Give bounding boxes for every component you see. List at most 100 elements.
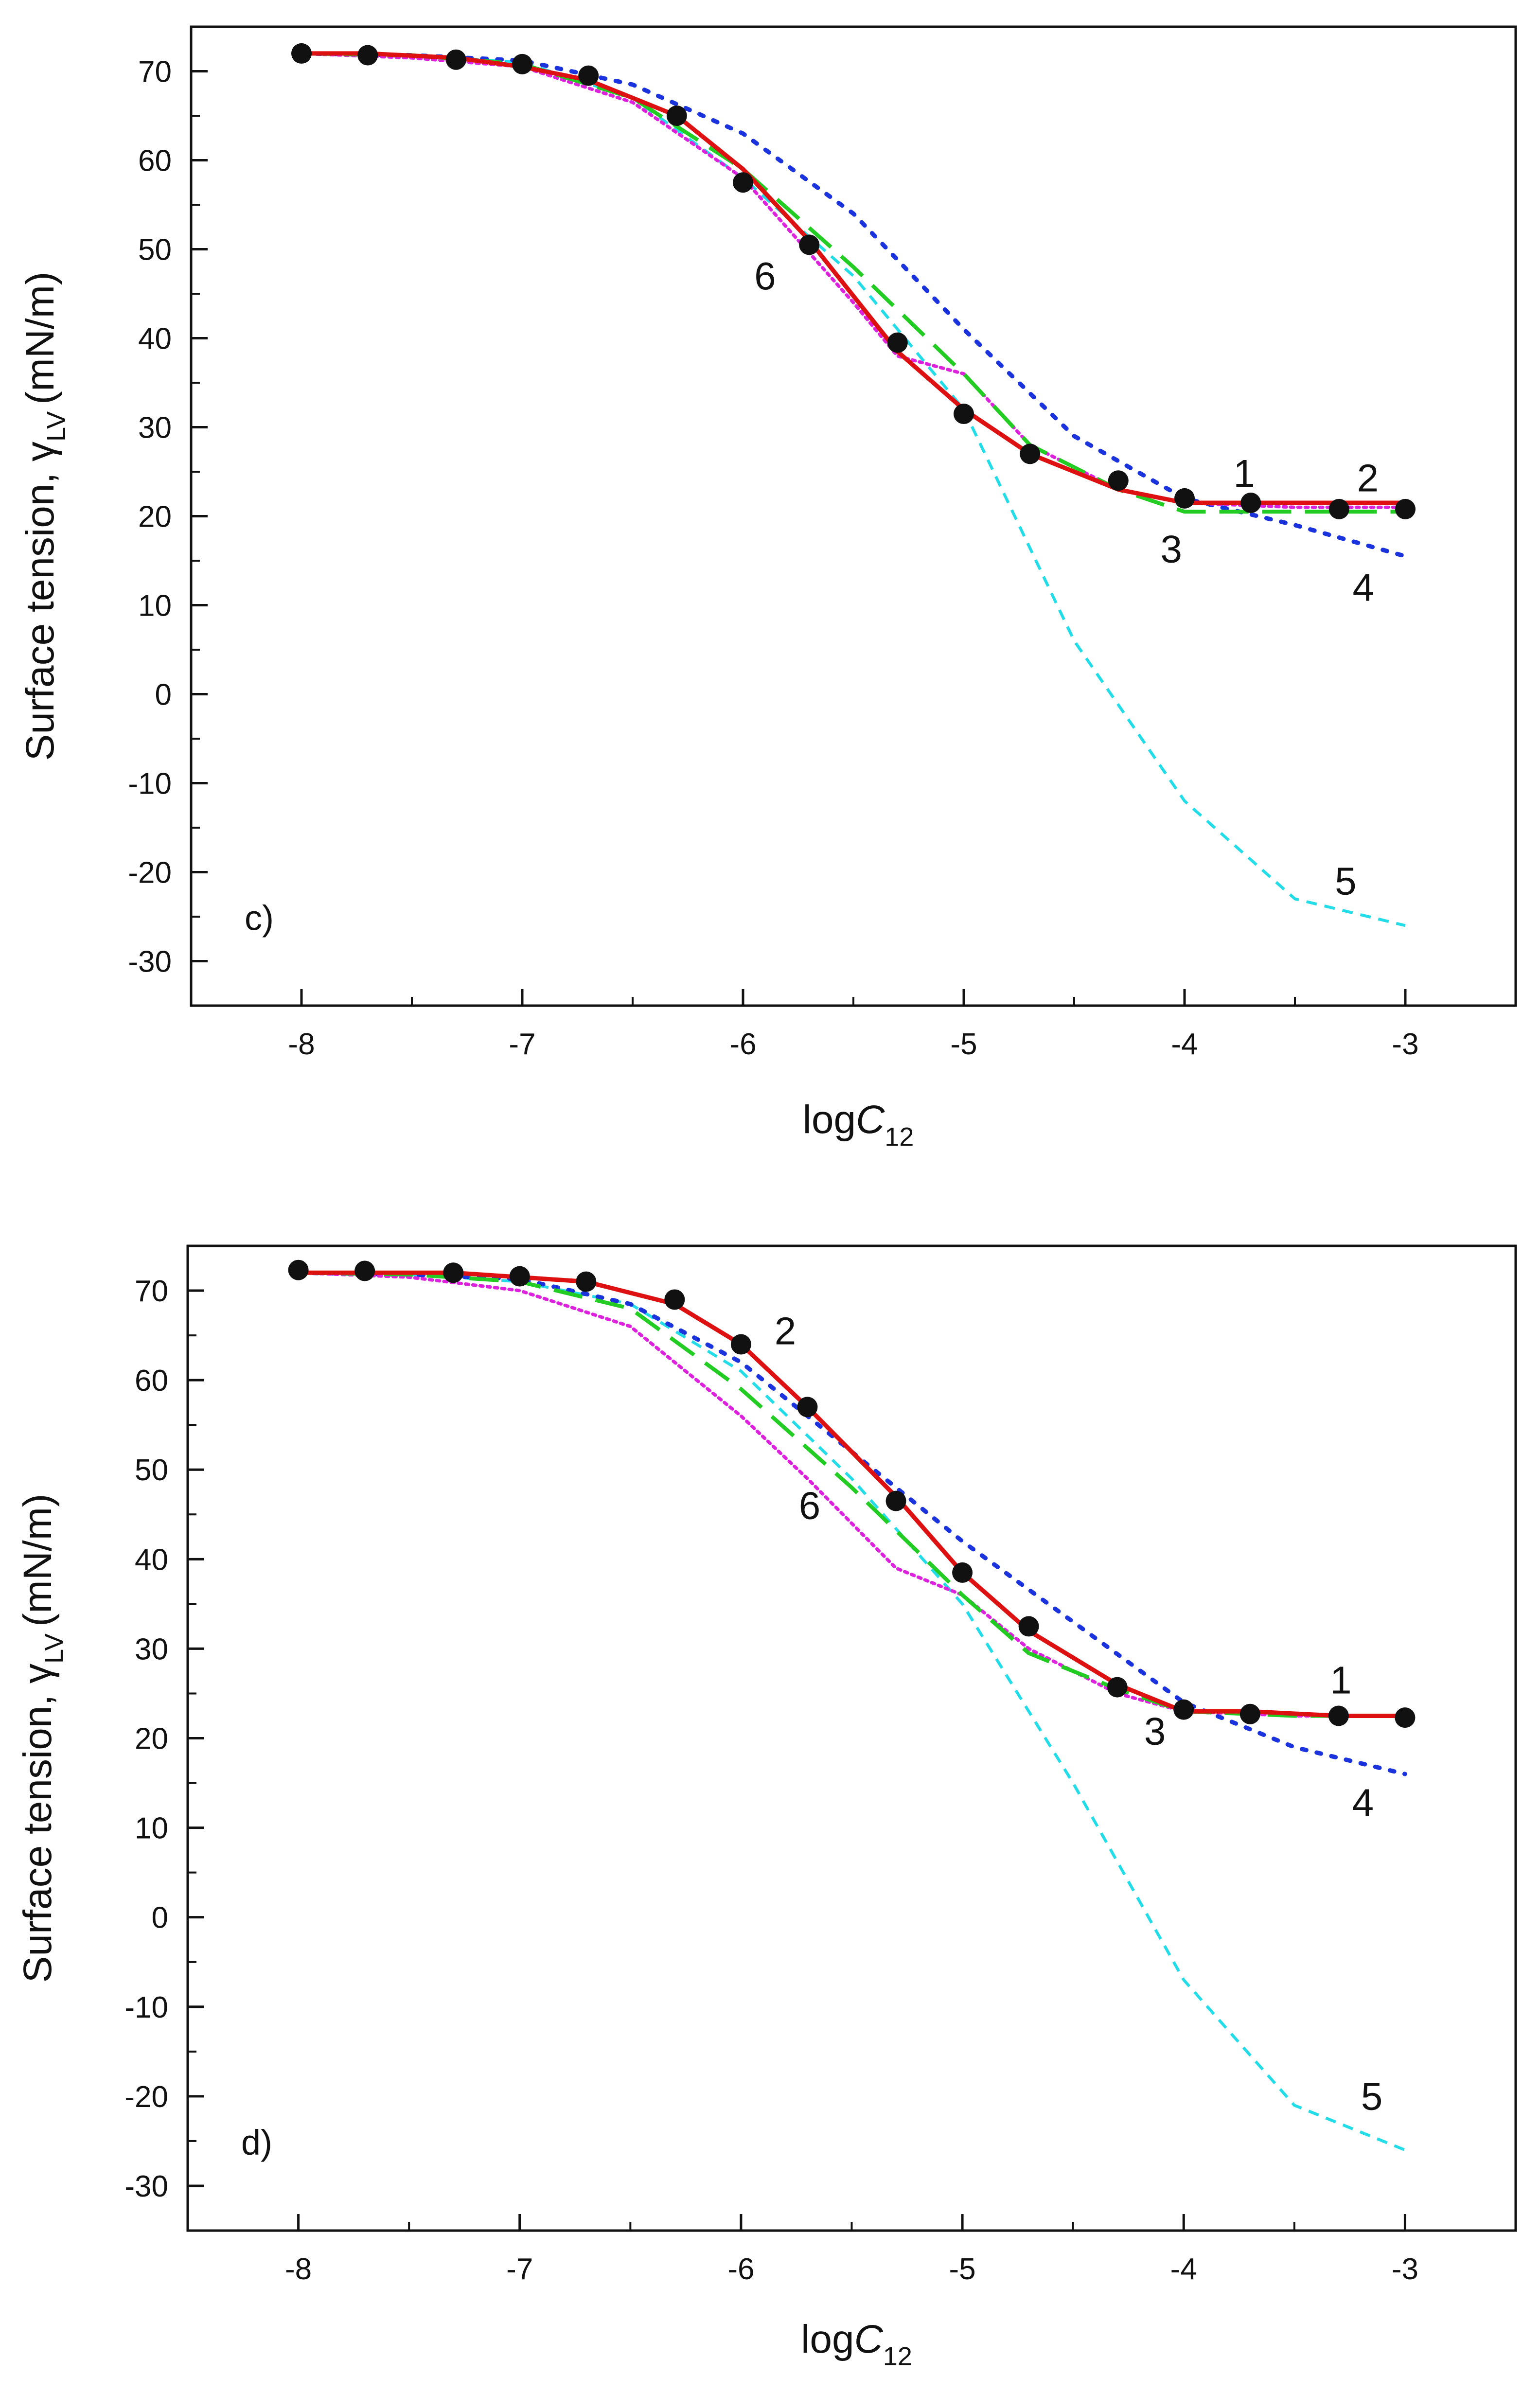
y-title-unit: (mN/m) xyxy=(16,1494,60,1627)
data-point xyxy=(1240,493,1261,514)
y-title-unit: (mN/m) xyxy=(18,272,62,405)
curve-label: 4 xyxy=(1352,1781,1374,1825)
y-tick-label: -30 xyxy=(128,945,172,979)
y-axis-title: Surface tension, γLV (mN/m) xyxy=(16,1494,69,1983)
series-3-line xyxy=(301,51,1405,514)
y-title-subscript: LV xyxy=(39,1633,69,1664)
data-point xyxy=(887,332,908,353)
data-point xyxy=(1107,1677,1128,1698)
data-point xyxy=(357,45,378,66)
data-point xyxy=(1239,1703,1260,1724)
data-point xyxy=(354,1260,375,1281)
y-tick-label: 30 xyxy=(138,411,172,445)
curve-label: 6 xyxy=(754,254,776,298)
x-axis-title: logC12 xyxy=(803,1098,914,1152)
data-point xyxy=(578,65,599,86)
x-axis-title: logC12 xyxy=(801,2317,912,2371)
x-tick-label: -7 xyxy=(509,1028,535,1061)
data-point xyxy=(799,234,820,255)
y-tick-label: 20 xyxy=(135,1722,168,1756)
series-4-line xyxy=(299,51,1408,559)
y-tick-label: 60 xyxy=(138,144,172,178)
y-tick-label: 10 xyxy=(138,589,172,623)
curve-label: 3 xyxy=(1161,528,1183,571)
x-title-subscript: 12 xyxy=(885,1122,914,1152)
y-tick-label: 10 xyxy=(135,1812,168,1845)
x-title-variable: C xyxy=(856,1098,885,1142)
y-tick-label: 70 xyxy=(138,55,172,89)
series-1-markers xyxy=(291,43,1416,519)
y-title-main: Surface tension, γ xyxy=(18,442,62,761)
x-tick-label: -8 xyxy=(285,2252,312,2286)
x-title-variable: C xyxy=(854,2317,884,2361)
x-tick-label: -3 xyxy=(1392,2252,1418,2286)
data-point xyxy=(509,1266,530,1287)
y-tick-label: 40 xyxy=(135,1543,168,1577)
data-point xyxy=(512,53,532,74)
data-point xyxy=(666,106,687,126)
data-point xyxy=(954,404,974,425)
data-point xyxy=(1018,1616,1039,1637)
data-point xyxy=(952,1562,973,1583)
data-point xyxy=(1174,488,1195,509)
y-tick-label: 0 xyxy=(152,1901,168,1935)
plot-area xyxy=(288,1259,1416,2152)
x-tick-label: -3 xyxy=(1392,1028,1418,1061)
data-point xyxy=(291,43,312,64)
y-tick-label: -10 xyxy=(128,767,172,801)
curve-label: 3 xyxy=(1144,1709,1166,1753)
data-point xyxy=(1395,498,1416,519)
y-tick-label: -10 xyxy=(124,1991,168,2024)
x-tick-label: -7 xyxy=(506,2252,533,2286)
data-point xyxy=(1173,1699,1194,1720)
plot-area xyxy=(291,43,1416,927)
data-point xyxy=(797,1397,818,1418)
panel-label: d) xyxy=(241,2124,272,2163)
series-1-markers xyxy=(288,1259,1416,1728)
x-title-subscript: 12 xyxy=(883,2342,912,2371)
x-tick-label: -4 xyxy=(1171,1028,1198,1061)
x-tick-label: -8 xyxy=(288,1028,315,1061)
series-5-line xyxy=(301,52,1406,927)
data-point xyxy=(443,1262,464,1283)
data-point xyxy=(1328,1705,1349,1726)
chart-panel-1: -8 -7 -6 -5 -4 -3706050403020100-10-20-301234… xyxy=(16,1244,1517,2371)
data-point xyxy=(885,1490,906,1511)
data-point xyxy=(730,1334,751,1355)
x-tick-label: -6 xyxy=(727,2252,754,2286)
curve-label: 1 xyxy=(1330,1658,1352,1702)
y-tick-label: 60 xyxy=(135,1364,168,1398)
x-tick-label: -6 xyxy=(729,1028,756,1061)
data-point xyxy=(576,1271,597,1292)
y-title-main: Surface tension, γ xyxy=(16,1664,60,1983)
x-title-main: log xyxy=(801,2317,854,2361)
y-tick-label: -20 xyxy=(124,2080,168,2114)
data-point xyxy=(664,1289,685,1310)
y-tick-label: 70 xyxy=(135,1275,168,1308)
y-tick-label: 40 xyxy=(138,322,172,356)
data-point xyxy=(1328,498,1349,519)
x-tick-label: -5 xyxy=(950,1028,977,1061)
y-title-subscript: LV xyxy=(42,411,71,442)
series-2-line xyxy=(298,1270,1405,1718)
x-title-main: log xyxy=(803,1098,856,1142)
y-axis-title: Surface tension, γLV (mN/m) xyxy=(18,272,71,761)
y-tick-label: 50 xyxy=(138,233,172,267)
y-tick-label: -20 xyxy=(128,856,172,890)
series-2-line xyxy=(301,51,1405,505)
series-5-line xyxy=(298,1271,1406,2152)
data-point xyxy=(733,172,753,193)
curve-label: 1 xyxy=(1233,452,1255,495)
y-tick-label: 50 xyxy=(135,1454,168,1487)
y-tick-label: 20 xyxy=(138,500,172,534)
data-point xyxy=(445,49,466,70)
curve-label: 6 xyxy=(799,1484,821,1527)
data-point xyxy=(1020,443,1041,464)
x-tick-label: -5 xyxy=(949,2252,976,2286)
data-point xyxy=(1395,1707,1416,1728)
curve-label: 2 xyxy=(775,1310,797,1353)
panel-label: c) xyxy=(245,899,274,938)
curve-label: 2 xyxy=(1357,456,1379,499)
